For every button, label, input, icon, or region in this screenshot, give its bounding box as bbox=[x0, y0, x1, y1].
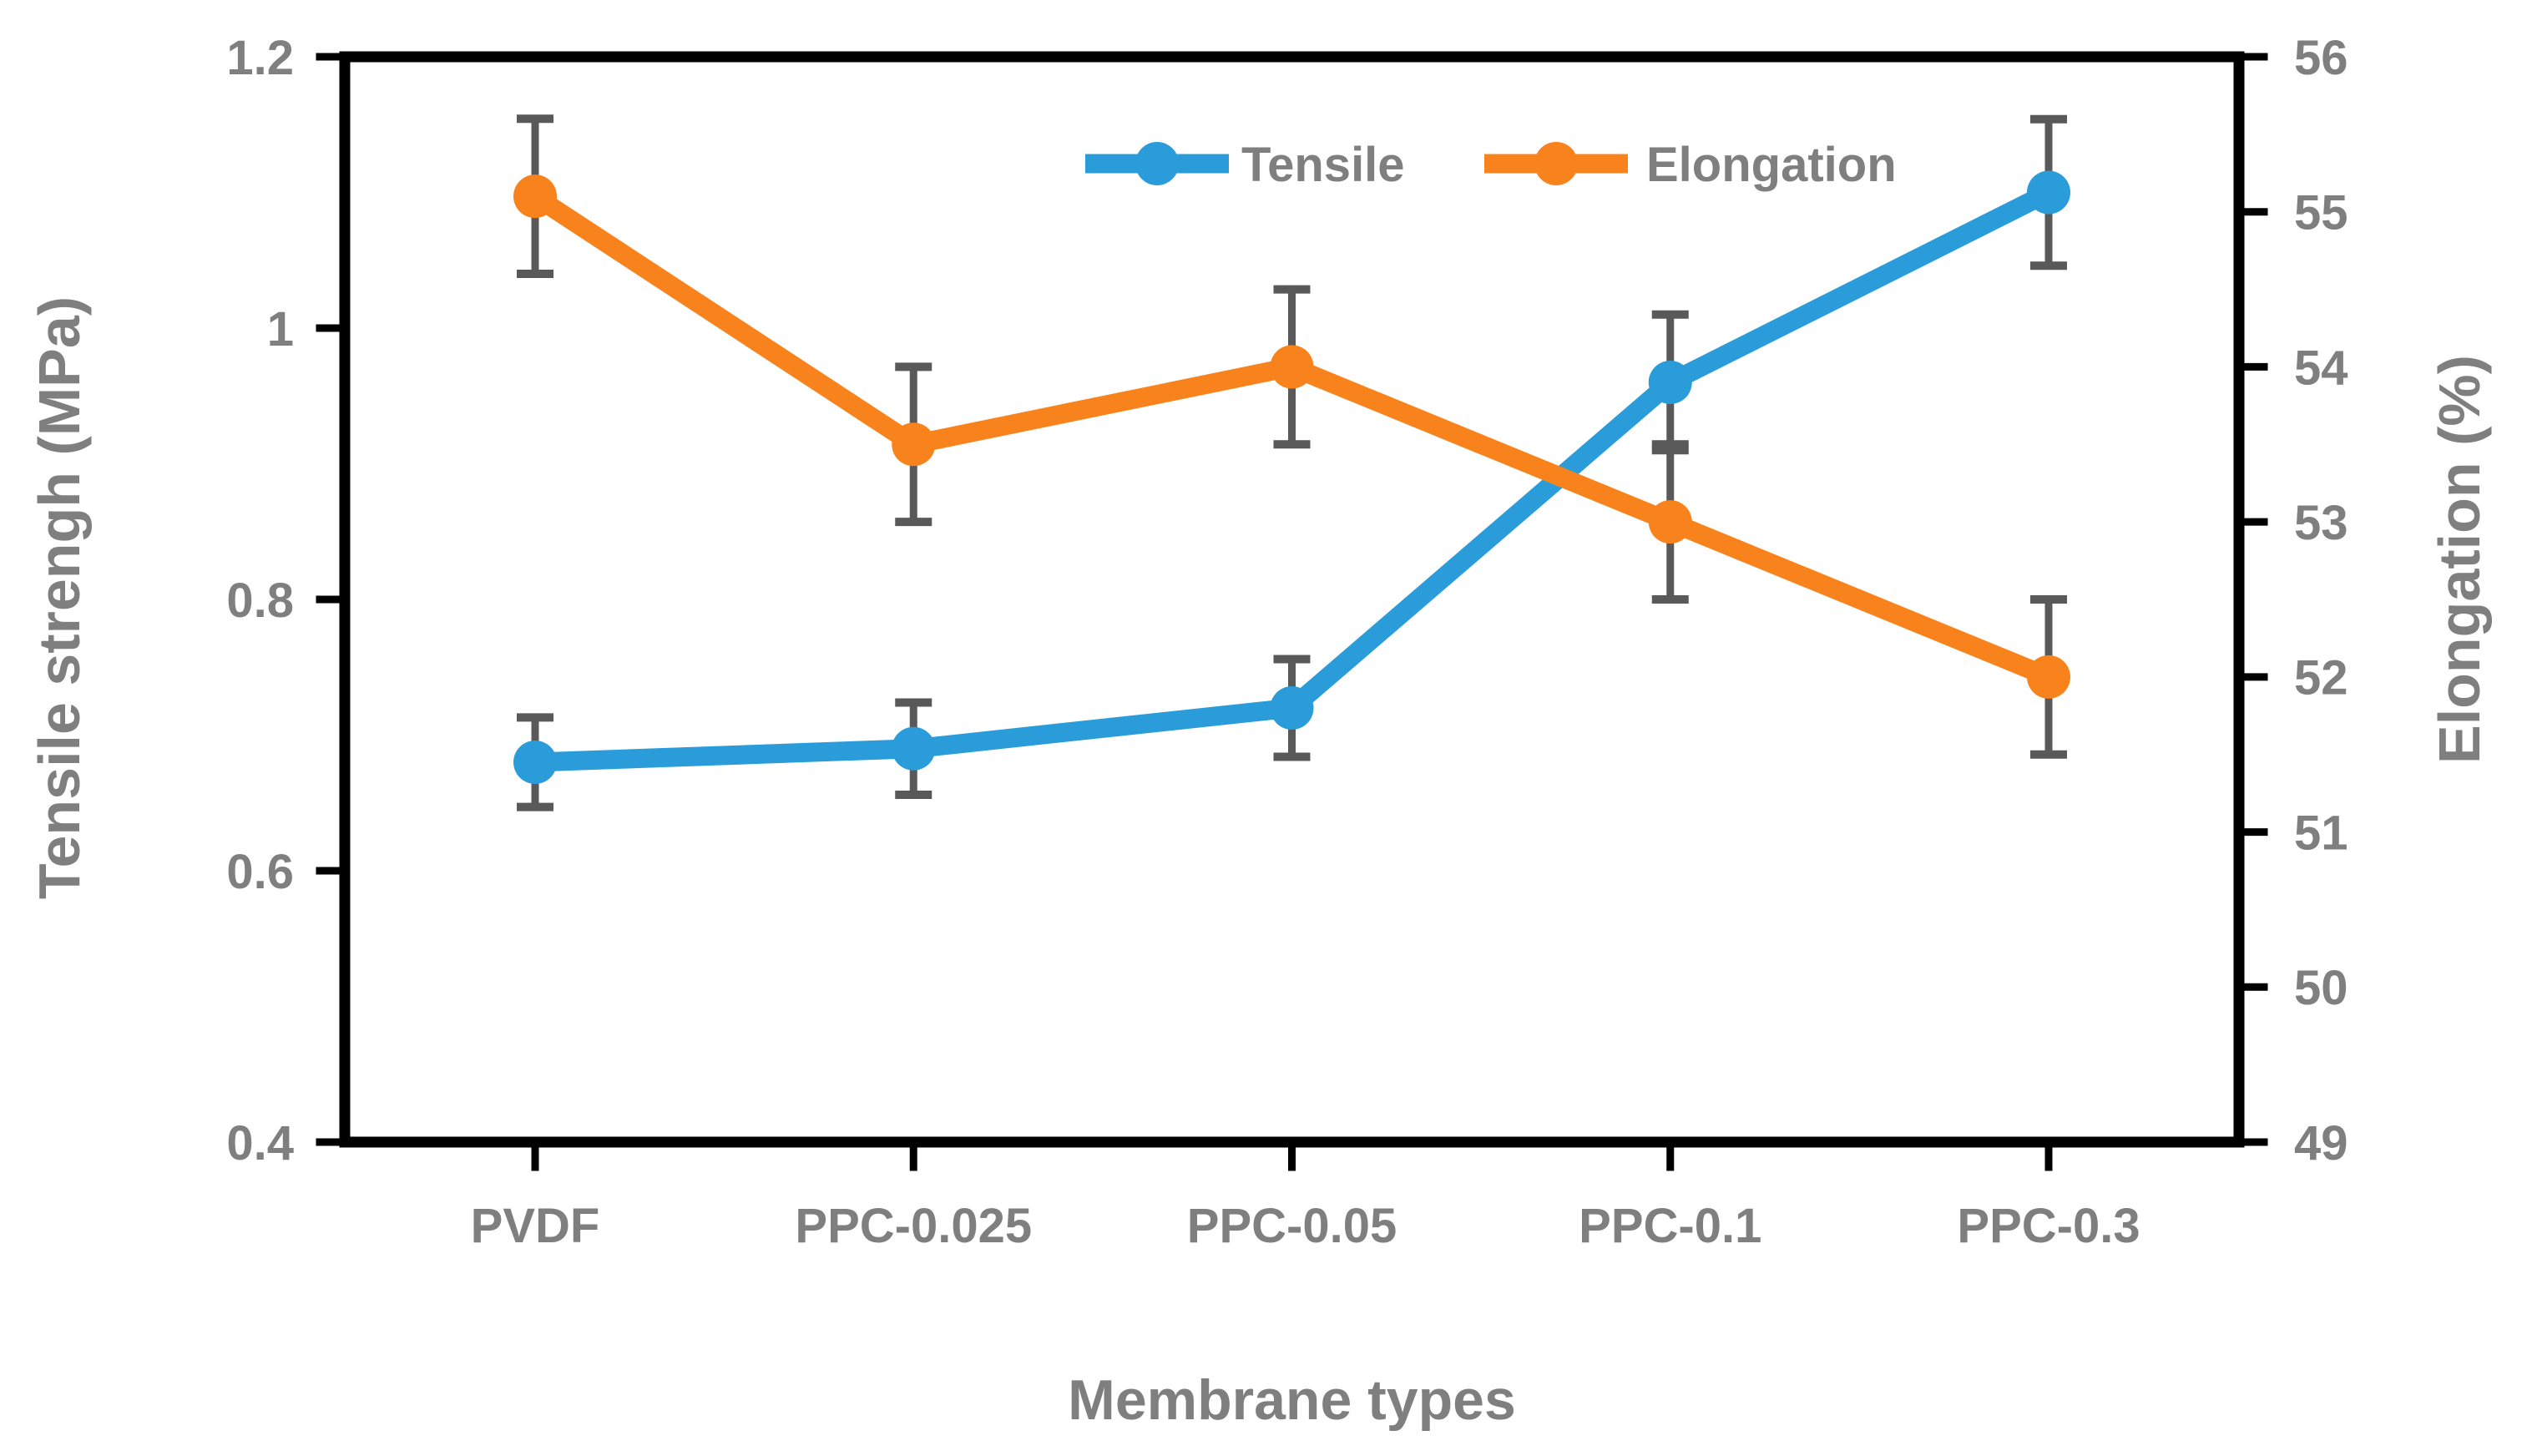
x-category-label: PPC-0.3 bbox=[1957, 1199, 2140, 1253]
y-right-tick-label: 50 bbox=[2294, 961, 2348, 1015]
y-right-tick-label: 54 bbox=[2294, 341, 2348, 395]
y-right-tick-label: 52 bbox=[2294, 651, 2348, 705]
y-left-axis-title: Tensile strengh (MPa) bbox=[27, 296, 92, 899]
x-category-label: PVDF bbox=[471, 1199, 600, 1253]
legend-marker-elongation bbox=[1534, 142, 1578, 185]
legend-marker-tensile bbox=[1135, 142, 1179, 185]
x-category-label: PPC-0.1 bbox=[1579, 1199, 1761, 1253]
plot-border bbox=[339, 51, 2245, 1148]
y-right-tick-label: 56 bbox=[2294, 31, 2348, 85]
tensile-marker bbox=[1648, 361, 1692, 404]
elongation-marker bbox=[1270, 345, 1314, 389]
y-right-tick-label: 53 bbox=[2294, 496, 2348, 550]
legend-label-tensile: Tensile bbox=[1241, 138, 1405, 192]
y-left-tick-label: 0.6 bbox=[226, 845, 294, 899]
y-right-axis-title: Elongation (%) bbox=[2427, 355, 2492, 764]
tensile-marker bbox=[2027, 170, 2070, 215]
y-right-tick-label: 55 bbox=[2294, 186, 2348, 240]
elongation-marker bbox=[513, 174, 557, 219]
x-axis-title: Membrane types bbox=[1068, 1368, 1516, 1432]
elongation-marker bbox=[892, 422, 936, 467]
y-left-tick-label: 1 bbox=[267, 302, 294, 356]
tensile-marker bbox=[892, 726, 936, 771]
y-left-tick-label: 1.2 bbox=[226, 31, 294, 85]
y-left-tick-label: 0.4 bbox=[226, 1116, 294, 1170]
elongation-marker bbox=[2027, 655, 2070, 699]
tensile-marker bbox=[513, 741, 557, 784]
tensile-marker bbox=[1270, 686, 1314, 730]
y-right-tick-label: 51 bbox=[2294, 806, 2348, 860]
legend-label-elongation: Elongation bbox=[1646, 138, 1897, 192]
x-category-label: PPC-0.025 bbox=[795, 1199, 1032, 1253]
elongation-marker bbox=[1648, 500, 1692, 544]
x-category-label: PPC-0.05 bbox=[1187, 1199, 1397, 1253]
y-right-tick-label: 49 bbox=[2294, 1116, 2348, 1170]
y-left-tick-label: 0.8 bbox=[226, 574, 294, 628]
